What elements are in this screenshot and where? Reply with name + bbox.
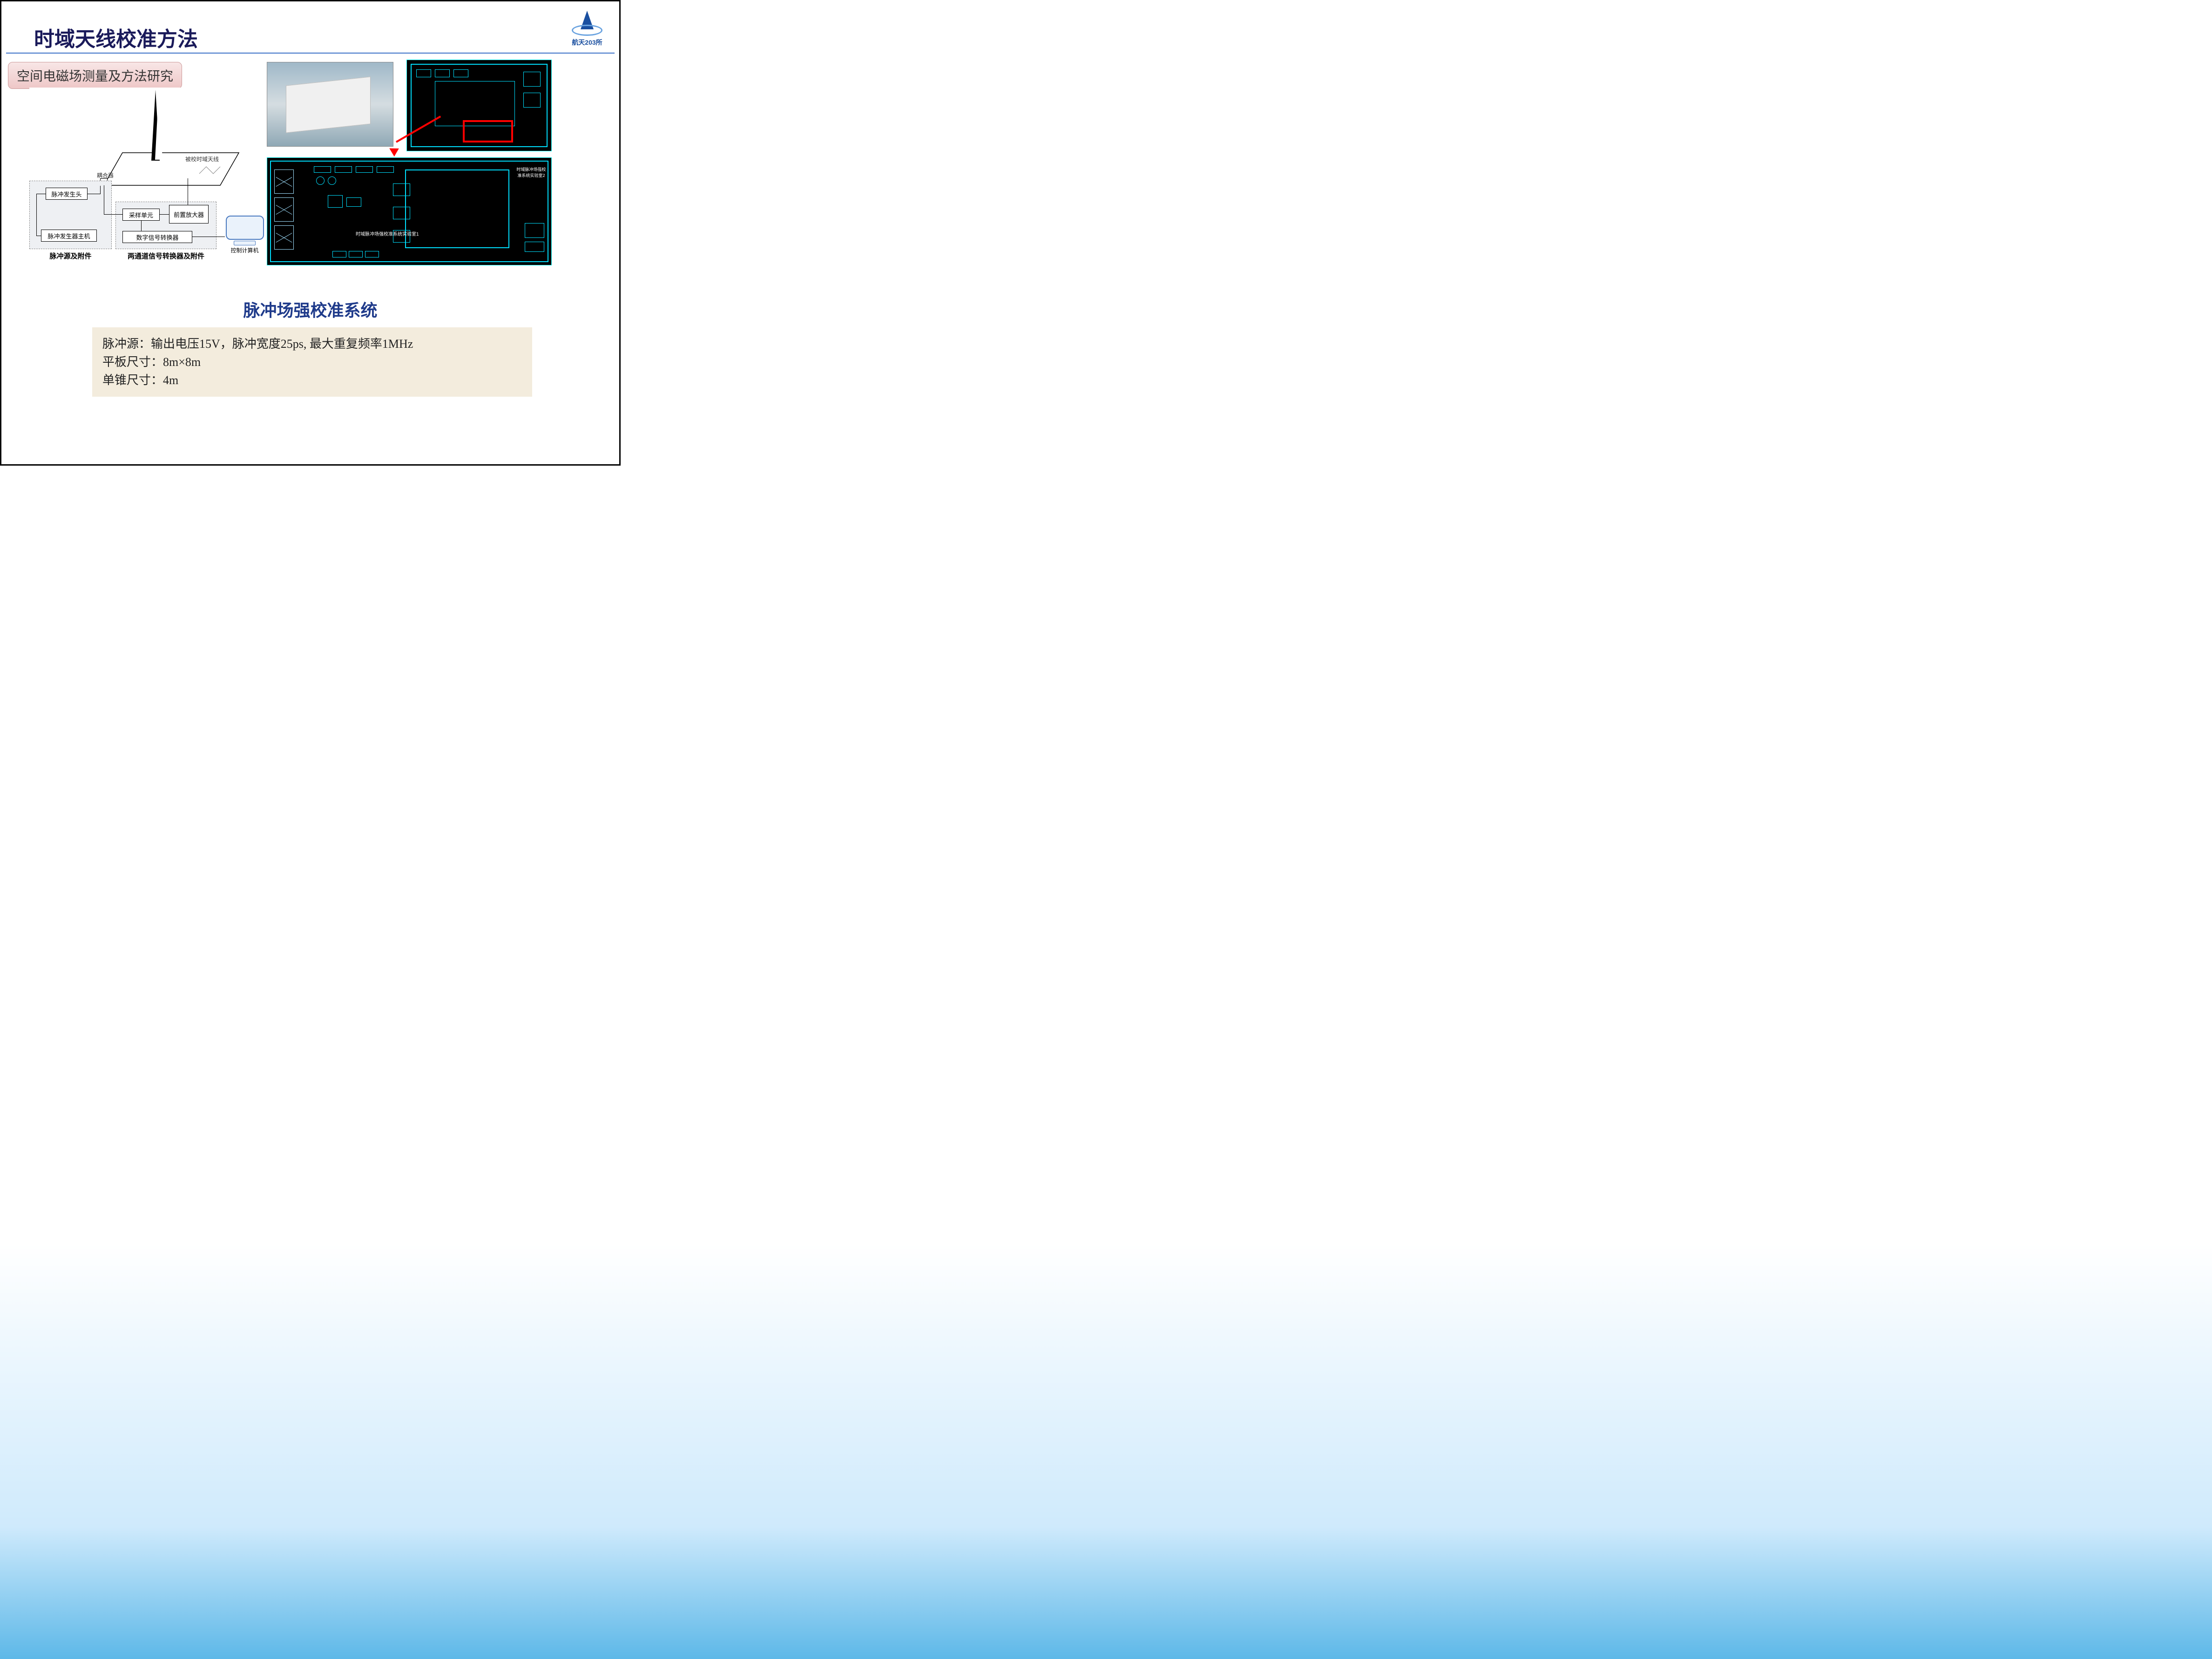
spec-line-1: 脉冲源：输出电压15V，脉冲宽度25ps, 最大重复频率1MHz [102,335,522,353]
building-render [267,62,393,147]
subtitle-pill: 空间电磁场测量及方法研究 [8,62,182,89]
sampler-box: 采样单元 [122,209,160,221]
cone-antenna-icon [155,90,162,160]
lab-room-2 [405,169,509,248]
lab1-label: 时域脉冲场强校准系统实验室1 [356,230,419,237]
ground-plate-icon [99,148,248,195]
highlight-box [463,120,513,142]
org-logo: 航天203所 [566,11,608,47]
preamp-box: 前置放大器 [169,205,209,223]
pulse-head-box: 脉冲发生头 [46,188,88,200]
spec-line-2: 平板尺寸：8m×8m [102,353,522,371]
coupler-label: 耦合器 [97,171,114,179]
pc-base-icon [234,241,256,245]
converter-box: 数字信号转换器 [122,231,192,243]
control-pc: 控制计算机 [225,216,264,248]
page-title: 时域天线校准方法 [34,22,198,52]
group1-label: 脉冲源及附件 [30,251,111,261]
floorplan-detail: 时域脉冲场强校准系统实验室1 时域脉冲场强校准系统实验室2 [267,157,552,265]
monitor-icon [226,216,264,240]
lab2-label: 时域脉冲场强校准系统实验室2 [515,166,548,178]
fp-courtyard [435,81,515,126]
footer-watermark: 中国电工技术学会新媒体平台发布 [1,439,619,454]
spec-line-3: 单锥尺寸：4m [102,371,522,389]
antenna-label: 被校时域天线 [185,155,219,163]
logo-ring-icon [572,25,602,36]
floorplan-overview [406,60,552,151]
aut-icon [197,164,225,176]
pulse-host-box: 脉冲发生器主机 [41,230,97,242]
system-title: 脉冲场强校准系统 [1,297,619,321]
group2-label: 两通道信号转换器及附件 [116,251,216,261]
logo-text: 航天203所 [566,38,608,47]
building-shape-icon [286,76,371,133]
ctrl-pc-label: 控制计算机 [225,246,264,254]
system-diagram: 被校时域天线 耦合器 脉冲源及附件 脉冲发生头 脉冲发生器主机 两通道信号转换器… [29,88,262,267]
title-underline [6,53,615,54]
spec-box: 脉冲源：输出电压15V，脉冲宽度25ps, 最大重复频率1MHz 平板尺寸：8m… [92,327,532,397]
